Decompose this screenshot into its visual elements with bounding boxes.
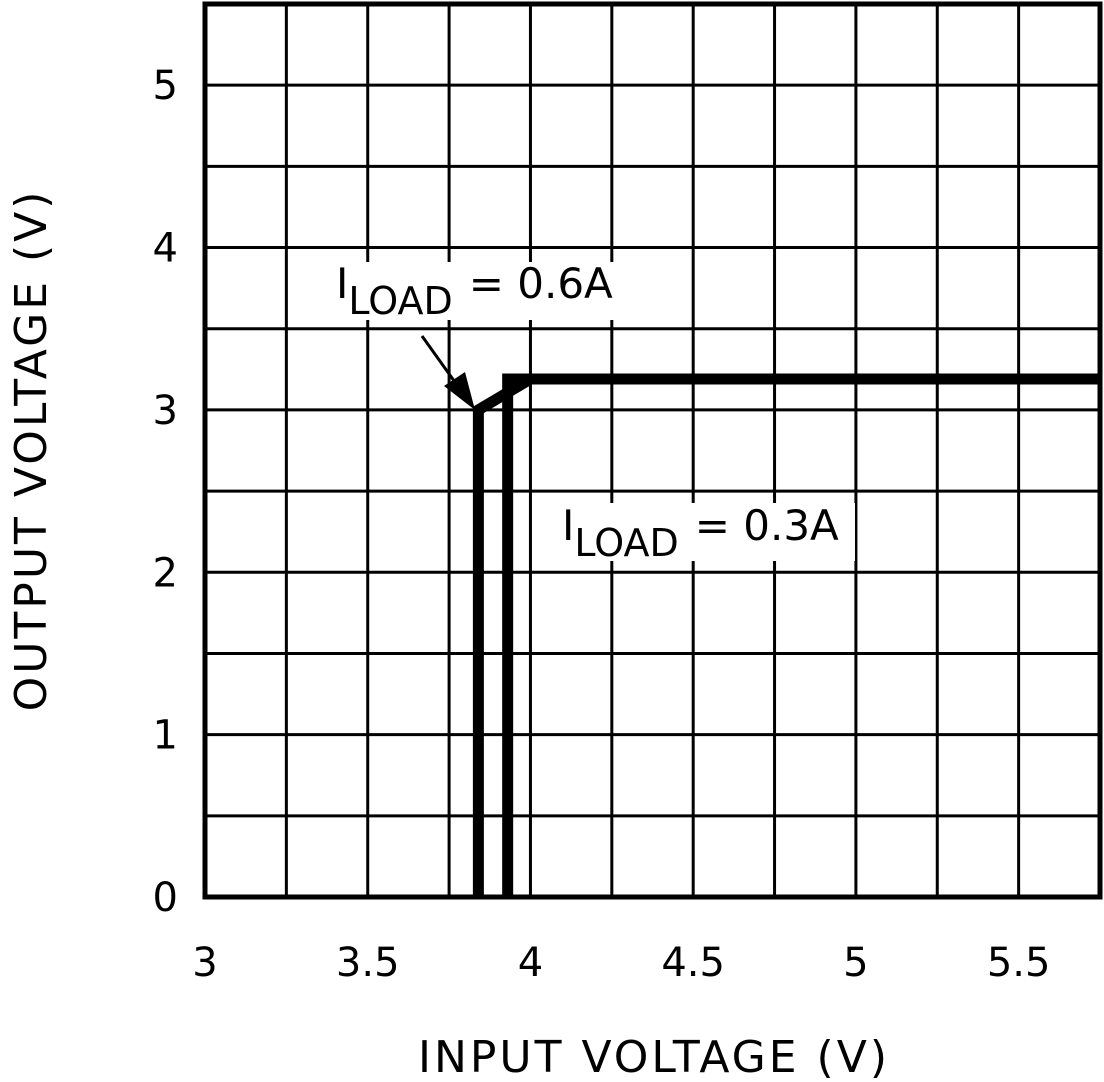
series-line-1: [502, 373, 1100, 897]
annotation-06-main: I: [336, 259, 348, 308]
x-tick-label: 3: [192, 940, 217, 986]
annotation-03-rest: = 0.3A: [695, 501, 839, 550]
plot-frame: [202, 1, 1103, 900]
y-tick-labels: 0 1 2 3 4 5: [153, 63, 178, 921]
y-tick-label: 3: [153, 388, 178, 434]
series-group: [472, 373, 1100, 897]
annotation-mask-03: [560, 503, 855, 561]
annotation-arrow: [420, 335, 475, 410]
x-tick-label: 4: [518, 940, 543, 986]
annotation-03-sub: LOAD: [574, 521, 678, 565]
annotation-03-main: I: [562, 501, 574, 550]
series-line-0: [472, 373, 1100, 897]
x-tick-label: 4.5: [661, 940, 725, 986]
grid: [203, 2, 1102, 899]
y-axis-title: OUTPUT VOLTAGE (V): [6, 189, 57, 712]
y-tick-label: 5: [153, 63, 178, 109]
y-tick-label: 4: [153, 226, 178, 272]
x-tick-label: 3.5: [336, 940, 400, 986]
annotation-06-rest: = 0.6A: [469, 259, 613, 308]
y-tick-label: 2: [153, 550, 178, 596]
x-tick-label: 5: [843, 940, 868, 986]
annotation-mask-06: [335, 262, 635, 320]
x-axis-title: INPUT VOLTAGE (V): [418, 1032, 890, 1082]
annotation-06-sub: LOAD: [348, 279, 452, 323]
annotation-load-06: ILOAD = 0.6A: [336, 259, 613, 323]
annotation-load-03: ILOAD = 0.3A: [562, 501, 839, 565]
x-tick-labels: 3 3.5 4 4.5 5 5.5: [192, 940, 1050, 986]
y-tick-label: 0: [153, 875, 178, 921]
y-tick-label: 1: [153, 713, 178, 759]
x-tick-label: 5.5: [987, 940, 1051, 986]
